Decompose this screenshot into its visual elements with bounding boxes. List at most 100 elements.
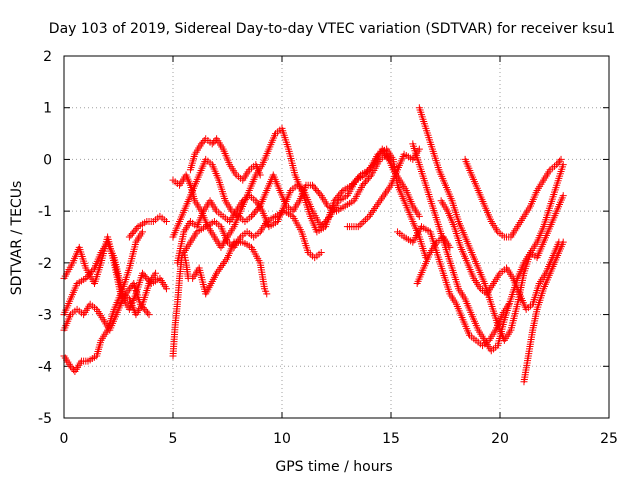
data-point	[144, 309, 152, 317]
data-point	[316, 190, 324, 198]
data-point	[415, 145, 423, 153]
x-tick-label: 20	[491, 431, 509, 447]
data-point	[338, 188, 346, 196]
data-point	[263, 290, 271, 298]
data-point	[557, 155, 565, 163]
series-trace-12	[169, 249, 192, 360]
series-trace-16	[461, 155, 565, 241]
data-point	[358, 219, 366, 227]
series-trace-8	[173, 145, 393, 267]
x-tick-label: 0	[60, 431, 69, 447]
data-point	[67, 362, 75, 370]
data-point	[310, 183, 318, 191]
series-trace-15	[437, 197, 563, 313]
data-point	[130, 228, 138, 236]
series-trace-19	[343, 145, 423, 231]
data-point	[83, 273, 91, 281]
data-point	[354, 223, 362, 231]
data-point	[363, 214, 371, 222]
data-point	[360, 180, 368, 188]
data-point	[128, 230, 136, 238]
data-point	[141, 273, 149, 281]
data-point	[162, 217, 170, 225]
y-tick-label: -2	[38, 256, 52, 272]
y-tick-label: -4	[38, 359, 52, 375]
series-trace-9	[180, 207, 325, 262]
series-trace-11	[186, 135, 264, 184]
series-trace-13	[415, 104, 567, 344]
data-point	[247, 212, 255, 220]
series-trace-20	[413, 233, 454, 288]
data-point	[559, 238, 567, 246]
data-point	[197, 140, 205, 148]
data-point	[127, 283, 135, 291]
data-point	[320, 219, 328, 227]
y-axis-label: SDTVAR / TECUs	[9, 181, 25, 296]
y-tick-label: 1	[43, 101, 52, 117]
data-point	[362, 216, 370, 224]
y-tick-label: 0	[43, 152, 52, 168]
series-trace-14	[409, 140, 567, 355]
data-point	[360, 217, 368, 225]
series-trace-5	[125, 212, 170, 241]
data-point	[554, 159, 562, 167]
axis-ticks: 0 5 10 15 20 25 -5 -4 -3 -2 -1 0 1 2	[38, 49, 618, 447]
data-point	[368, 162, 376, 170]
data-point	[136, 300, 144, 308]
data-point	[138, 228, 146, 236]
data-point	[184, 274, 192, 282]
data-point	[505, 300, 513, 308]
data-point	[309, 181, 317, 189]
data-point	[313, 186, 321, 194]
data-point	[125, 233, 133, 241]
data-point	[86, 269, 94, 277]
data-point	[208, 140, 216, 148]
data-point	[319, 221, 327, 229]
data-point	[133, 224, 141, 232]
data-point	[553, 161, 561, 169]
plot-frame	[63, 55, 610, 419]
data-point	[131, 226, 139, 234]
data-point	[68, 364, 76, 372]
data-point	[363, 176, 371, 184]
data-point	[556, 157, 564, 165]
data-point	[364, 167, 372, 175]
data-point	[88, 267, 96, 275]
x-tick-label: 5	[169, 431, 178, 447]
data-point	[82, 274, 90, 282]
data-point	[162, 285, 170, 293]
data-point	[141, 305, 149, 313]
data-point	[140, 271, 148, 279]
data-point	[139, 304, 147, 312]
data-point	[362, 178, 370, 186]
data-point	[125, 285, 133, 293]
data-point	[138, 269, 146, 277]
data-point	[317, 249, 325, 257]
series-trace-17	[394, 223, 513, 350]
data-point	[367, 164, 375, 172]
data-point	[252, 207, 260, 215]
data-point	[325, 214, 333, 222]
series-trace-18	[520, 238, 567, 386]
x-axis-label: GPS time / hours	[275, 459, 392, 475]
data-point	[250, 209, 258, 217]
series-trace-4	[60, 280, 153, 334]
x-tick-label: 10	[273, 431, 291, 447]
data-point	[359, 181, 367, 189]
data-point	[138, 302, 146, 310]
data-point	[142, 307, 150, 315]
y-tick-label: -1	[38, 204, 52, 220]
data-point	[249, 211, 257, 219]
data-point	[256, 171, 264, 179]
data-point	[336, 190, 344, 198]
x-tick-label: 15	[382, 431, 400, 447]
data-point	[385, 155, 393, 163]
data-point	[356, 221, 364, 229]
data-point	[361, 171, 369, 179]
data-point	[362, 169, 370, 177]
y-tick-label: -3	[38, 308, 52, 324]
data-point	[314, 188, 322, 196]
data-point	[559, 192, 567, 200]
data-point	[85, 271, 93, 279]
